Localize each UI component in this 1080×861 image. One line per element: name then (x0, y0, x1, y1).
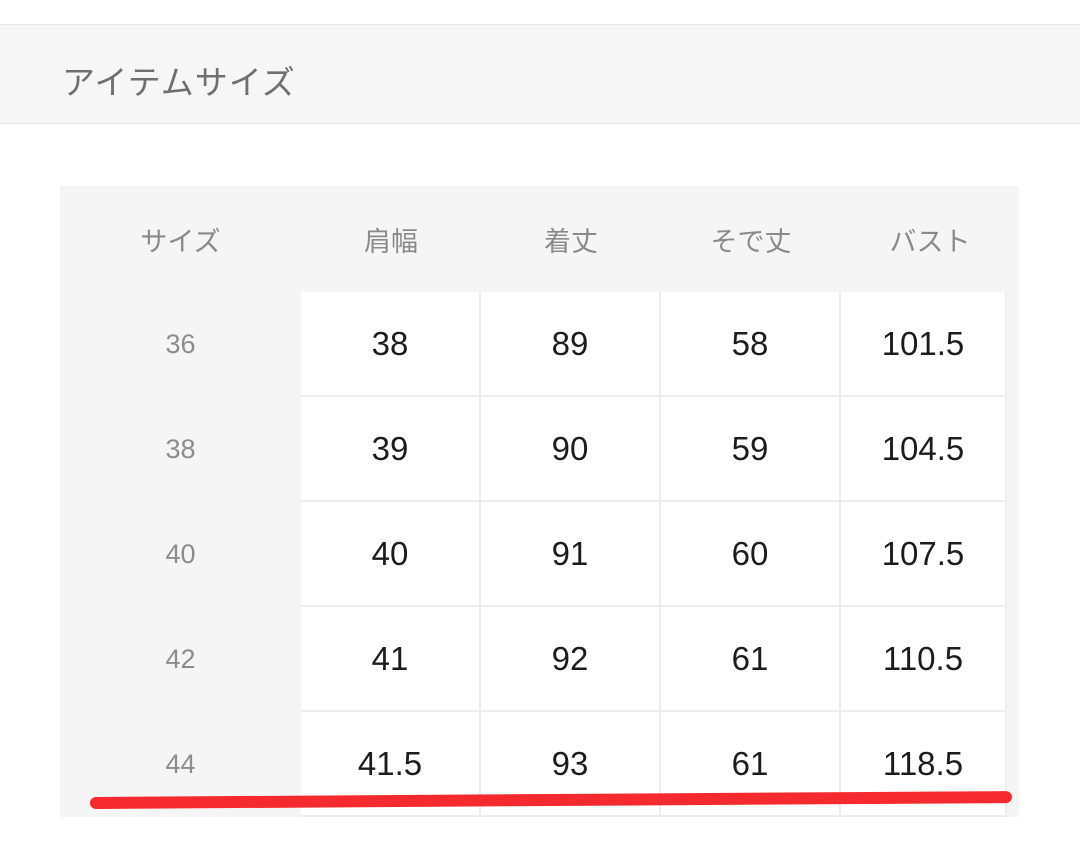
column-header-sleeve-length: そで丈 (710, 226, 792, 258)
table-cell-bust: 101.5 (841, 292, 1007, 397)
section-header (0, 24, 1080, 124)
column-header-bust: バスト (889, 226, 971, 258)
table-cell-sleeve-length: 58 (661, 292, 841, 397)
table-cell-length: 90 (481, 397, 661, 502)
column-header-shoulder-width: 肩幅 (364, 226, 418, 258)
table-cell-length: 92 (481, 607, 661, 712)
column-header-length: 着丈 (544, 226, 598, 258)
size-label-cell: 42 (165, 644, 196, 674)
size-label-cell: 38 (165, 434, 196, 464)
table-cell-bust: 110.5 (841, 607, 1007, 712)
column-header-size: サイズ (140, 226, 221, 258)
table-cell-shoulder-width: 39 (301, 397, 481, 502)
size-label-cell: 44 (165, 749, 196, 779)
table-cell-shoulder-width: 40 (301, 502, 481, 607)
size-label-cell: 40 (165, 539, 196, 569)
table-cell-sleeve-length: 60 (661, 502, 841, 607)
table-cell-sleeve-length: 59 (661, 397, 841, 502)
table-cell-bust: 107.5 (841, 502, 1007, 607)
table-cell-shoulder-width: 38 (301, 292, 481, 397)
table-cell-bust: 104.5 (841, 397, 1007, 502)
size-table: サイズ 肩幅 着丈 そで丈 バスト 36 38 89 58 101.5 38 39 90 59 104.5 4… (60, 186, 1019, 817)
table-cell-shoulder-width: 41 (301, 607, 481, 712)
size-label-cell: 36 (165, 329, 196, 359)
table-cell-sleeve-length: 61 (661, 607, 841, 712)
section-title: アイテムサイズ (62, 63, 296, 102)
table-cell-length: 89 (481, 292, 661, 397)
table-cell-length: 91 (481, 502, 661, 607)
